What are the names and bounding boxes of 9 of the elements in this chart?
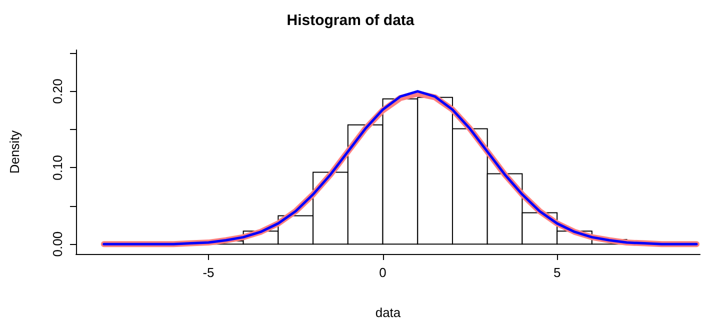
- chart-title: Histogram of data: [286, 12, 415, 29]
- y-tick-label: 0.20: [50, 78, 65, 104]
- y-tick-label: 0.00: [50, 231, 65, 257]
- x-tick-label: 5: [553, 265, 561, 280]
- y-tick-label: 0.10: [50, 155, 65, 180]
- x-axis-title: data: [375, 305, 402, 320]
- x-tick-label: 0: [379, 265, 386, 280]
- x-tick-label: -5: [202, 265, 214, 280]
- y-axis-title: Density: [7, 130, 22, 174]
